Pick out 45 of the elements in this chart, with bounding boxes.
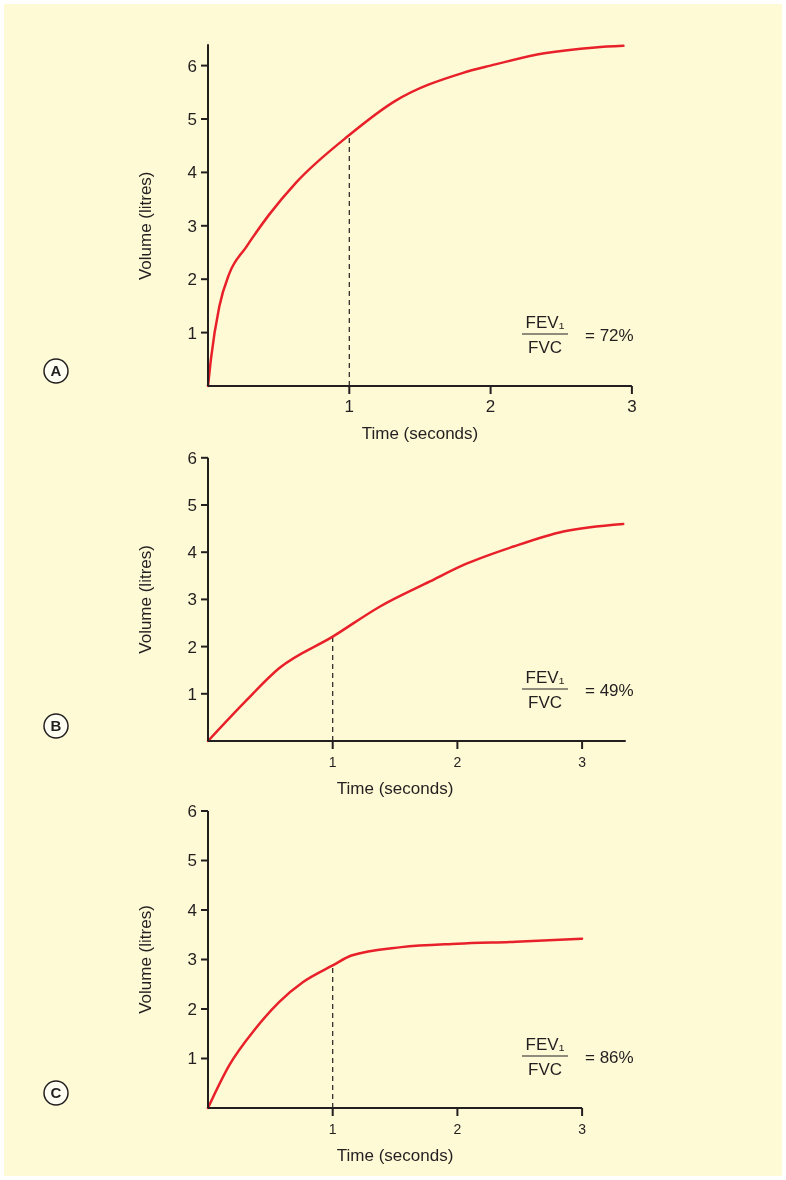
y-tick-label: 2: [187, 270, 197, 290]
text: B: [50, 717, 62, 735]
x-tick-label: 1: [344, 397, 355, 416]
y-tick-label: 5: [187, 851, 197, 871]
y-axis-title: Volume (litres): [136, 545, 155, 654]
text: = 86%: [585, 1048, 634, 1067]
x-axis-title: Time (seconds): [336, 1146, 454, 1165]
x-tick-label: 2: [453, 754, 462, 770]
y-tick-label: 4: [187, 900, 197, 920]
annotation: FVC: [528, 693, 562, 712]
x-axis-title: Time (seconds): [336, 779, 454, 798]
y-tick-label: 5: [187, 109, 197, 129]
y-tick-label: 1: [187, 684, 197, 704]
annotation: FEV₁: [525, 668, 565, 687]
x-tick-label: 3: [627, 397, 637, 416]
y-tick-label: 4: [187, 163, 197, 183]
x-tick-label: 1: [328, 1121, 337, 1137]
y-tick-label: 3: [187, 590, 197, 610]
y-tick-label: 2: [187, 637, 197, 657]
x-axis-title: Time (seconds): [361, 424, 479, 443]
y-tick-label: 1: [187, 323, 197, 343]
x-tick-label: 3: [578, 1121, 587, 1137]
x-tick-label: 1: [328, 754, 337, 770]
x-tick-label: 2: [453, 1121, 462, 1137]
y-tick-label: 3: [187, 216, 197, 236]
y-tick-label: 6: [187, 448, 197, 468]
x-tick-label: 2: [485, 397, 496, 416]
x-tick-label: 3: [578, 754, 587, 770]
y-tick-label: 6: [187, 801, 197, 821]
y-tick-label: 6: [187, 56, 197, 76]
y-axis-title: Volume (litres): [136, 905, 155, 1014]
y-tick-label: 1: [187, 1049, 197, 1069]
annotation: FEV₁: [525, 1035, 565, 1054]
y-tick-label: 5: [187, 495, 197, 515]
annotation: FVC: [528, 1060, 562, 1079]
y-axis-title: Volume (litres): [136, 171, 155, 281]
y-tick-label: 3: [187, 950, 197, 970]
text: A: [50, 362, 62, 380]
y-tick-label: 4: [187, 543, 197, 563]
annotation: FVC: [528, 338, 562, 357]
annotation: FEV₁: [525, 313, 565, 332]
text: C: [50, 1084, 62, 1102]
y-tick-label: 2: [187, 999, 197, 1019]
annotation: = 72%: [585, 326, 634, 345]
annotation: = 49%: [585, 681, 634, 700]
